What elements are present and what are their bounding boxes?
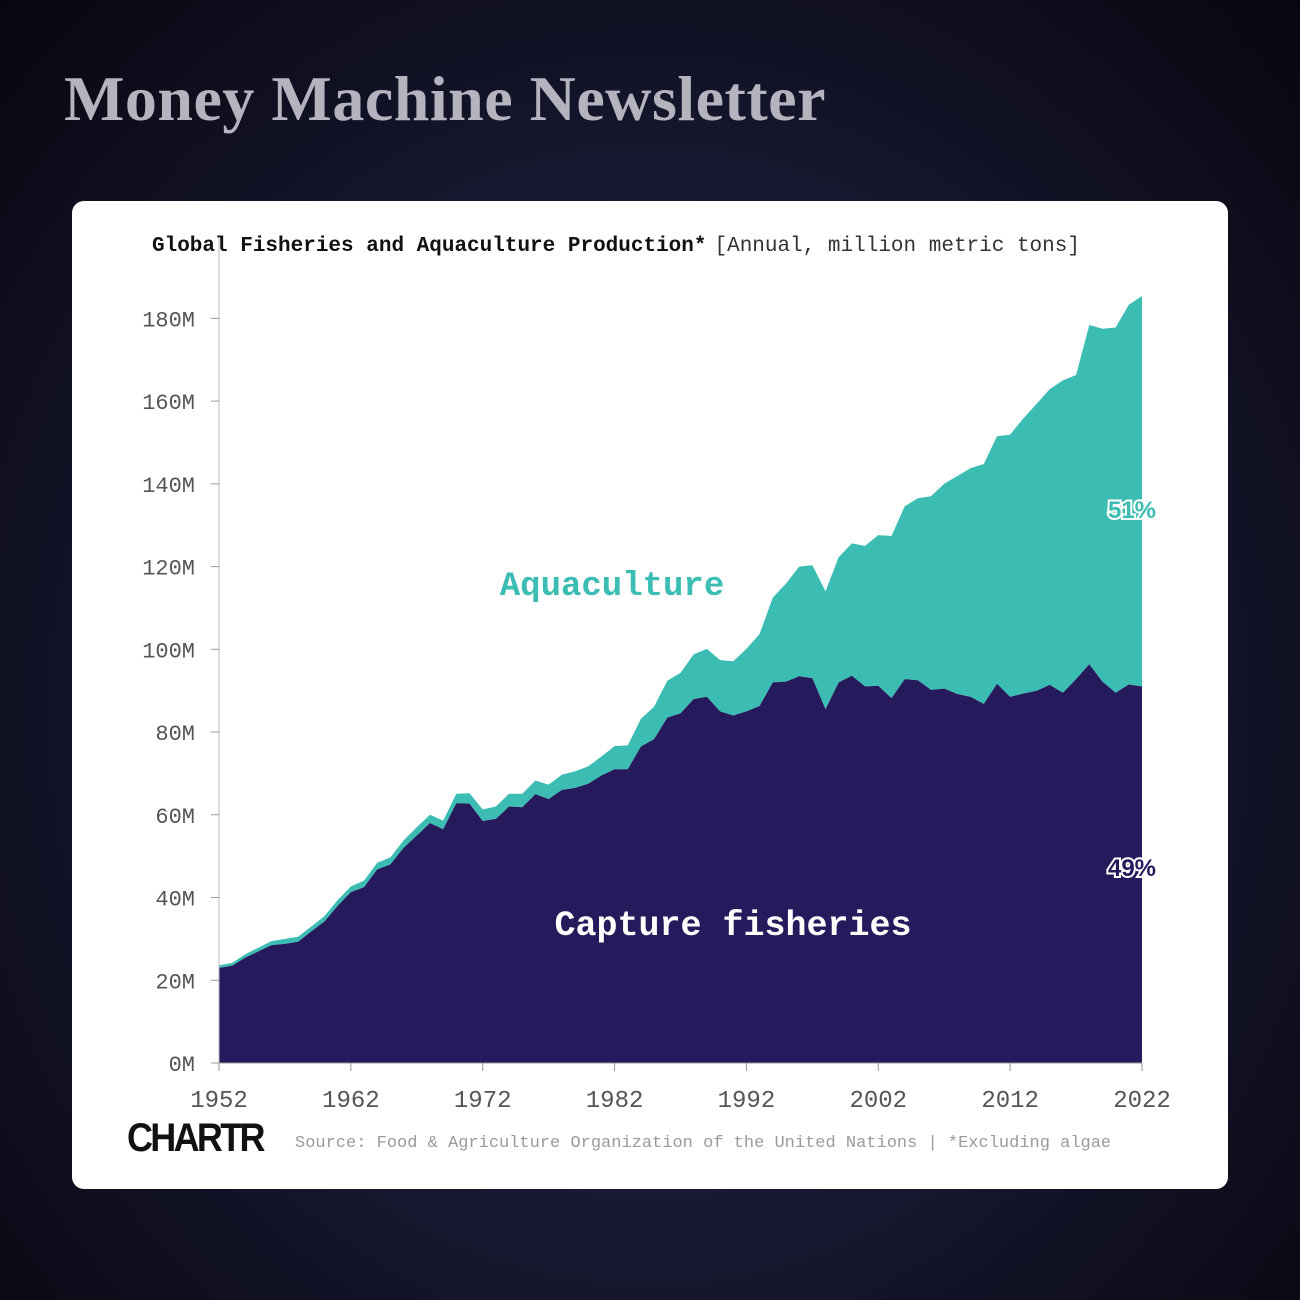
x-tick-label: 1982 bbox=[586, 1088, 644, 1115]
x-tick-label: 1952 bbox=[190, 1088, 248, 1115]
aquaculture-label: Aquaculture bbox=[500, 568, 724, 606]
y-tick-label: 160M bbox=[142, 391, 195, 416]
capture-fisheries-area bbox=[219, 664, 1142, 1063]
chart-card: Global Fisheries and Aquaculture Product… bbox=[72, 201, 1228, 1189]
y-tick-label: 60M bbox=[155, 805, 195, 830]
y-tick-label: 0M bbox=[169, 1053, 195, 1078]
aquaculture-share-label: 51% bbox=[1108, 497, 1156, 524]
chartr-logo: CHARTR bbox=[127, 1116, 265, 1160]
chart-units: [Annual, million metric tons] bbox=[714, 235, 1080, 258]
y-tick-label: 180M bbox=[142, 308, 195, 333]
y-tick-label: 40M bbox=[155, 888, 195, 913]
capture-share-label: 49% bbox=[1108, 855, 1156, 882]
y-tick-label: 80M bbox=[155, 722, 195, 747]
y-tick-label: 20M bbox=[155, 970, 195, 995]
capture-fisheries-label: Capture fisheries bbox=[554, 906, 911, 946]
x-tick-label: 2022 bbox=[1113, 1088, 1171, 1115]
chart-title: Global Fisheries and Aquaculture Product… bbox=[152, 235, 707, 258]
aquaculture-area bbox=[219, 296, 1142, 968]
x-tick-label: 1962 bbox=[322, 1088, 380, 1115]
stacked-area-chart: 0M 20M 40M 60M 80M 100M 120M 140M 160M 180M 1952 19… bbox=[142, 237, 1171, 1115]
y-tick-label: 120M bbox=[142, 557, 195, 582]
x-tick-label: 1972 bbox=[454, 1088, 512, 1115]
source-note: Source: Food & Agriculture Organization … bbox=[295, 1134, 1112, 1153]
x-tick-label: 2002 bbox=[849, 1088, 907, 1115]
x-tick-label: 1992 bbox=[718, 1088, 776, 1115]
chart-header: Global Fisheries and Aquaculture Product… bbox=[152, 235, 1080, 258]
y-tick-label: 140M bbox=[142, 474, 195, 499]
x-tick-label: 2012 bbox=[981, 1088, 1039, 1115]
newsletter-title: Money Machine Newsletter bbox=[64, 63, 826, 134]
y-tick-label: 100M bbox=[142, 639, 195, 664]
